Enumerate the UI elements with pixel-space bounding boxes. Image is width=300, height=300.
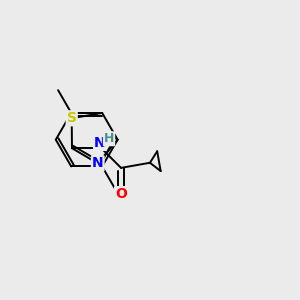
- Text: N: N: [94, 136, 106, 150]
- Text: O: O: [115, 187, 127, 201]
- Text: S: S: [67, 111, 77, 125]
- Text: N: N: [92, 156, 103, 170]
- Text: H: H: [104, 132, 114, 145]
